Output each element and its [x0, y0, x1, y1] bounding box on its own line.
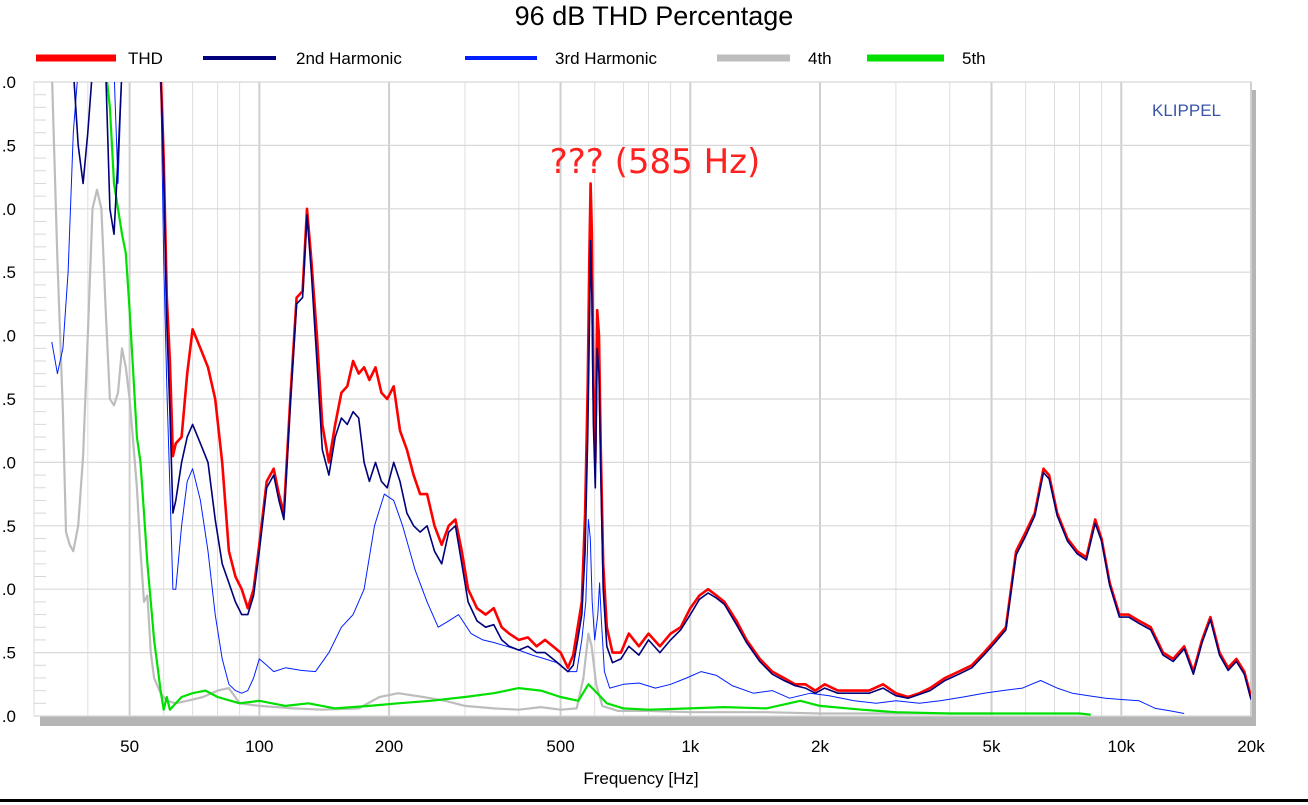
y-tick-label: .0	[2, 707, 16, 726]
chart-title: 96 dB THD Percentage	[515, 1, 794, 31]
peak-annotation: ??? (585 Hz)	[550, 142, 761, 182]
bottom-divider	[0, 799, 1308, 802]
x-tick-label: 100	[245, 737, 273, 756]
y-tick-label: .0	[2, 73, 16, 92]
x-tick-label: 500	[546, 737, 574, 756]
y-tick-label: .0	[2, 200, 16, 219]
series-3rd-harmonic	[51, 82, 1185, 714]
x-tick-label: 50	[120, 737, 139, 756]
klippel-watermark: KLIPPEL	[1152, 101, 1221, 120]
y-tick-label: .0	[2, 453, 16, 472]
x-axis: 50 100 200 500 1k 2k 5k 10k 20k	[120, 737, 1265, 756]
y-tick-label: .5	[2, 263, 16, 282]
y-tick-label: .5	[2, 644, 16, 663]
y-tick-label: .5	[2, 390, 16, 409]
series-4th	[51, 82, 992, 715]
legend-label: 3rd Harmonic	[555, 49, 658, 68]
grid	[33, 81, 1252, 717]
x-axis-label: Frequency [Hz]	[583, 769, 698, 788]
legend-label: 4th	[808, 49, 832, 68]
x-tick-label: 5k	[983, 737, 1001, 756]
y-tick-label: .0	[2, 327, 16, 346]
x-tick-label: 1k	[681, 737, 699, 756]
x-tick-label: 2k	[811, 737, 829, 756]
x-tick-label: 200	[375, 737, 403, 756]
legend-label: 2nd Harmonic	[296, 49, 402, 68]
legend-label: 5th	[962, 49, 986, 68]
legend: THD 2nd Harmonic 3rd Harmonic 4th 5th	[36, 49, 986, 68]
x-tick-label: 10k	[1108, 737, 1136, 756]
y-tick-label: .5	[2, 517, 16, 536]
y-tick-label: .5	[2, 136, 16, 155]
series-2nd-harmonic	[73, 82, 1251, 700]
y-tick-label: .0	[2, 580, 16, 599]
legend-label: THD	[128, 49, 163, 68]
y-axis: .0 .5 .0 .5 .0 .5 .0 .5 .0 .5 .0	[2, 73, 16, 726]
series-5th	[105, 82, 1091, 716]
x-tick-label: 20k	[1237, 737, 1265, 756]
series-layer	[51, 82, 1251, 716]
